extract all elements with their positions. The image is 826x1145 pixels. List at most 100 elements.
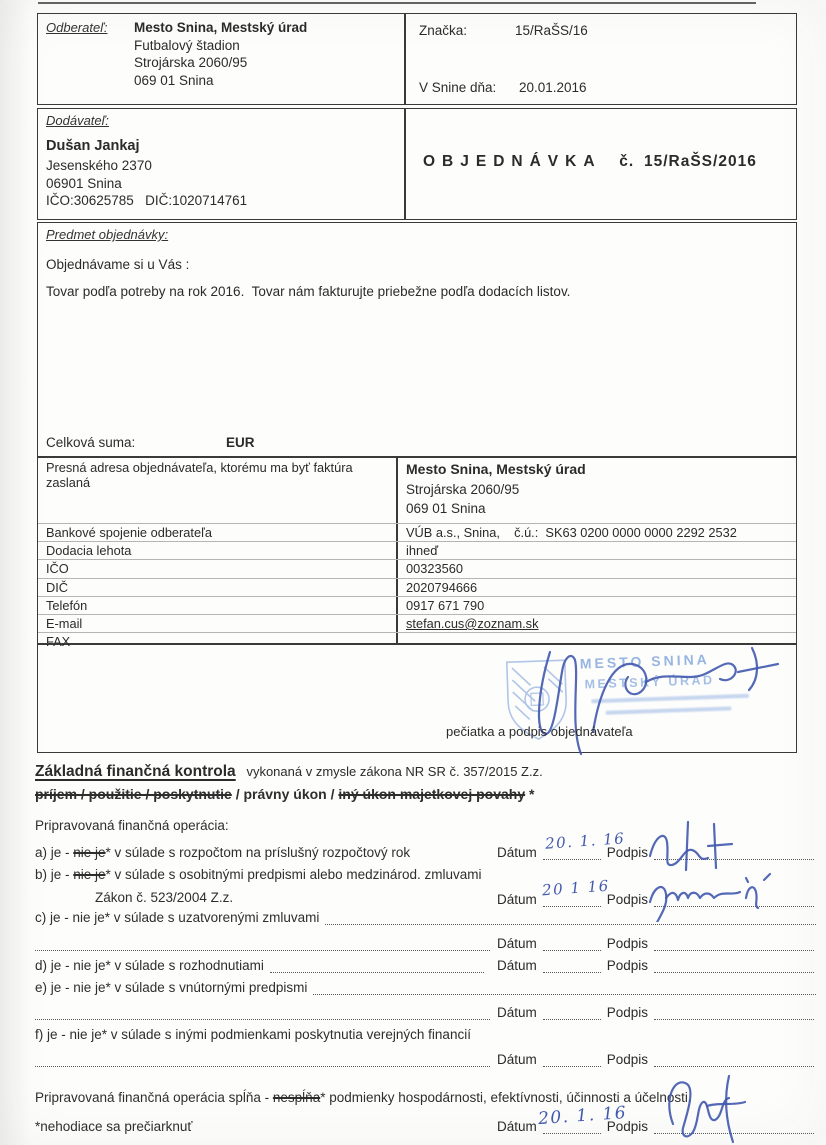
dotted-line [654, 845, 815, 860]
address-label-cell: Presná adresa objednávateľa, ktorému ma … [46, 460, 353, 490]
dotted-line [35, 936, 490, 951]
operation-type-asterisk: * [525, 786, 535, 802]
order-body-text: Tovar podľa potreby na rok 2016. Tovar n… [46, 284, 571, 299]
stamp-office-name: MESTSKÝ ÚRAD [584, 672, 715, 692]
dotted-line [542, 958, 601, 973]
table-row-email: E-mail stefan.cus@zoznam.sk [38, 615, 796, 634]
control-title-line: Základná finančná kontrola vykonaná v zm… [35, 763, 543, 781]
total-label: Celková suma: [46, 435, 136, 450]
podpis-label: Podpis [606, 892, 649, 907]
row-value-email: stefan.cus@zoznam.sk [406, 615, 539, 631]
podpis-label: Podpis [606, 1119, 649, 1134]
item-b-struck: nie je [73, 867, 106, 882]
table-row-delivery: Dodacia lehota ihneď [38, 542, 796, 561]
order-title-word: OBJEDNÁVKA [423, 153, 602, 170]
table-row-phone: Telefón 0917 671 790 [38, 597, 796, 615]
dodavatel-box: Dodávateľ: Dušan Jankaj Jesenského 2370 … [37, 108, 797, 220]
datum-label: Dátum [497, 892, 537, 907]
row-label: DIČ [46, 579, 69, 595]
address-line: 069 01 Snina [406, 501, 486, 516]
table-row-fax: FAX [38, 633, 796, 650]
dotted-line [654, 1005, 815, 1020]
footnote: *nehodiace sa prečiarknuť [35, 1119, 193, 1134]
znacka-value: 15/RaŠS/16 [515, 23, 588, 38]
stamp-box: MESTO SNINA MESTSKÝ ÚRAD pečiatka a podp… [37, 643, 797, 756]
order-intro-text: Objednávame si u Vás : [46, 257, 190, 272]
address-name: Mesto Snina, Mestský úrad [406, 461, 586, 477]
control-item-d-row: d) je - nie je* v súlade s rozhodnutiami [35, 958, 490, 973]
table-row-dic: DIČ 2020794666 [38, 579, 796, 597]
dodavatel-name: Dušan Jankaj [46, 138, 140, 154]
address-value-cell: Mesto Snina, Mestský úrad Strojárska 206… [406, 460, 586, 519]
table-row-bank: Bankové spojenie odberateľa VÚB a.s., Sn… [38, 524, 796, 543]
dotted-line [35, 1005, 490, 1020]
date-signature-row-e: Dátum Podpis [497, 1005, 815, 1020]
datum-label: Dátum [497, 1052, 537, 1067]
currency-value: EUR [226, 435, 255, 450]
box-divider [404, 109, 406, 219]
subject-label: Predmet objednávky: [46, 227, 169, 242]
row-value: 0917 671 790 [406, 597, 485, 613]
control-item-c: c) je - nie je* v súlade s uzatvorenými … [35, 910, 320, 925]
dotted-line [654, 1052, 815, 1067]
row-label: FAX [46, 634, 71, 650]
control-item-e-row: e) je - nie je* v súlade s vnútornými pr… [35, 980, 822, 995]
struck-operation-types: príjem / použitie / poskytnutie [35, 786, 232, 802]
odberatel-address-line: Futbalový štadion [134, 37, 240, 53]
table-row-address: Presná adresa objednávateľa, ktorému ma … [38, 457, 796, 524]
operation-type-line: príjem / použitie / poskytnutie / právny… [35, 786, 534, 802]
row-label: E-mail [46, 615, 83, 631]
date-signature-row-c: Dátum Podpis [497, 936, 815, 951]
dotted-line [35, 1052, 490, 1067]
row-value: ihneď [406, 543, 439, 559]
dodavatel-address-line: IČO:30625785 DIČ:1020714761 [46, 193, 248, 208]
order-title: OBJEDNÁVKA č. 15/RaŠS/2016 [423, 153, 757, 171]
datum-label: Dátum [497, 958, 537, 973]
control-item-e: e) je - nie je* v súlade s vnútornými pr… [35, 980, 308, 995]
odberatel-address-line: Strojárska 2060/95 [134, 55, 248, 70]
item-a-struck: nie je [73, 845, 106, 860]
row-label: Telefón [46, 597, 88, 613]
control-item-d: d) je - nie je* v súlade s rozhodnutiami [35, 958, 264, 973]
dotted-line [654, 958, 815, 973]
dotted-line [313, 980, 816, 995]
control-item-c-row: c) je - nie je* v súlade s uzatvorenými … [35, 910, 822, 925]
order-no-label: č. [619, 153, 635, 170]
podpis-label: Podpis [606, 845, 649, 860]
dotted-line [542, 1052, 601, 1067]
address-line: Strojárska 2060/95 [406, 481, 520, 497]
scan-artifact-line [38, 2, 756, 4]
control-item-a: a) je - nie je* v súlade s rozpočtom na … [35, 845, 410, 860]
podpis-label: Podpis [606, 936, 649, 951]
conditions-struck: nespĺňa [272, 1090, 321, 1105]
dotted-line [654, 892, 815, 907]
table-row-ico: IČO 00323560 [38, 560, 796, 579]
dodavatel-address-line: 06901 Snina [46, 175, 122, 191]
item-b-pre: b) je - [35, 867, 74, 882]
order-number: 15/RaŠS/2016 [643, 153, 757, 170]
podpis-label: Podpis [606, 958, 649, 973]
conditions-post: * podmienky hospodárnosti, efektívnosti,… [320, 1090, 692, 1105]
row-value: 2020794666 [406, 579, 478, 595]
dotted-line [325, 910, 816, 925]
control-title-suffix: vykonaná v zmysle zákona NR SR č. 357/20… [246, 764, 543, 779]
date-label: V Snine dňa: [419, 80, 497, 95]
control-title: Základná finančná kontrola [35, 763, 236, 780]
dotted-line [654, 1119, 815, 1134]
item-b-post: * v súlade s osobitnými predpismi alebo … [105, 867, 482, 882]
table-divider [396, 457, 398, 644]
dotted-line [542, 1119, 601, 1134]
podpis-label: Podpis [606, 1005, 649, 1020]
row-value: VÚB a.s., Snina, č.ú.: SK63 0200 0000 00… [406, 525, 737, 540]
struck-operation-type-2: iný úkon majetkovej povahy [338, 786, 526, 802]
dodavatel-label: Dodávateľ: [46, 113, 109, 128]
date-signature-row-f: Dátum Podpis [497, 1052, 815, 1067]
item-a-post: * v súlade s rozpočtom na príslušný rozp… [105, 845, 411, 860]
stamp-city-name: MESTO SNINA [579, 651, 711, 672]
dotted-line [542, 936, 601, 951]
dotted-line [542, 1005, 601, 1020]
subject-box: Predmet objednávky: Objednávame si u Vás… [37, 222, 797, 458]
odberatel-address-line: 069 01 Snina [134, 72, 214, 88]
znacka-label: Značka: [419, 23, 468, 38]
